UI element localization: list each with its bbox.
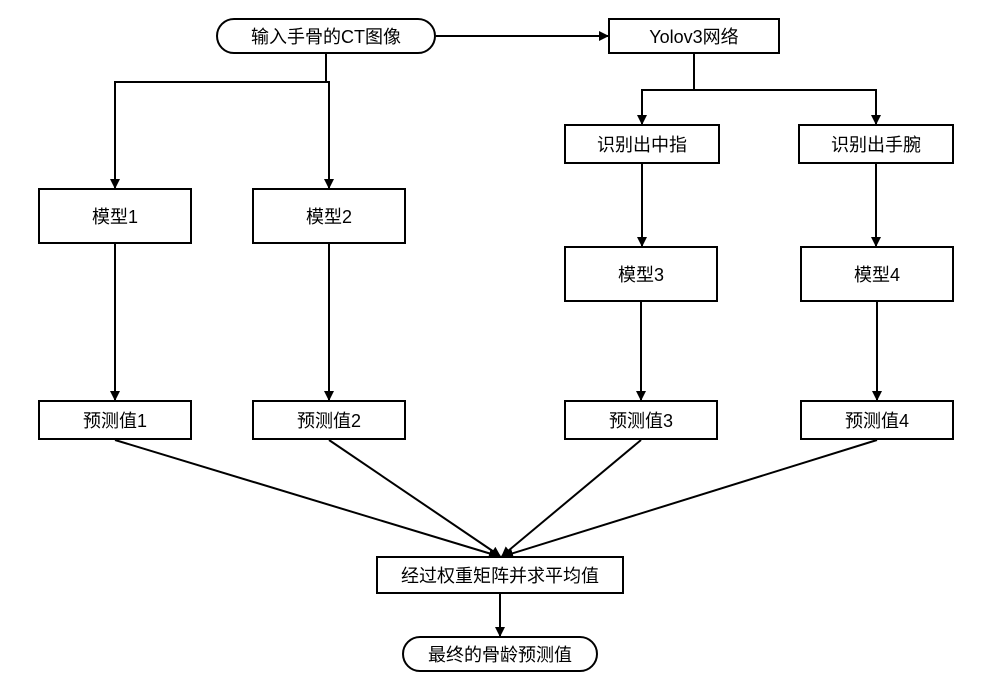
label: 识别出手腕	[831, 131, 921, 157]
node-input: 输入手骨的CT图像	[216, 18, 436, 54]
edge-input-m2	[326, 54, 329, 188]
node-p3: 预测值3	[564, 400, 718, 440]
label: Yolov3网络	[649, 23, 738, 49]
node-yolo: Yolov3网络	[608, 18, 780, 54]
edge-input-m1	[115, 54, 326, 188]
label: 模型1	[92, 203, 138, 229]
node-m4: 模型4	[800, 246, 954, 302]
node-avg: 经过权重矩阵并求平均值	[376, 556, 624, 594]
label: 模型3	[618, 261, 664, 287]
node-mf: 识别出中指	[564, 124, 720, 164]
edge-p3-avg	[502, 440, 641, 556]
node-p4: 预测值4	[800, 400, 954, 440]
edge-yolo-mf	[642, 54, 694, 124]
label: 经过权重矩阵并求平均值	[401, 562, 599, 588]
label: 预测值3	[609, 407, 673, 433]
label: 预测值1	[83, 407, 147, 433]
label: 模型2	[306, 203, 352, 229]
node-m3: 模型3	[564, 246, 718, 302]
node-p2: 预测值2	[252, 400, 406, 440]
edge-yolo-wrist	[694, 54, 876, 124]
node-wrist: 识别出手腕	[798, 124, 954, 164]
label: 最终的骨龄预测值	[428, 641, 572, 667]
edge-p4-avg	[504, 440, 877, 556]
label: 模型4	[854, 261, 900, 287]
label: 输入手骨的CT图像	[251, 23, 401, 49]
label: 识别出中指	[597, 131, 687, 157]
node-m1: 模型1	[38, 188, 192, 244]
edge-p1-avg	[115, 440, 498, 556]
node-final: 最终的骨龄预测值	[402, 636, 598, 672]
label: 预测值4	[845, 407, 909, 433]
node-m2: 模型2	[252, 188, 406, 244]
node-p1: 预测值1	[38, 400, 192, 440]
label: 预测值2	[297, 407, 361, 433]
edge-p2-avg	[329, 440, 500, 556]
